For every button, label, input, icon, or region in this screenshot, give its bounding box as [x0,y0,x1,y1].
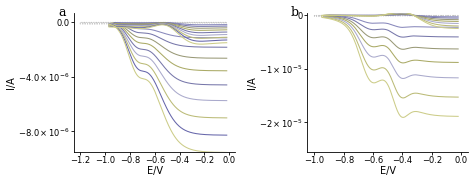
X-axis label: E/V: E/V [380,167,396,176]
Y-axis label: I/A: I/A [246,76,257,89]
Text: a: a [58,6,65,19]
Text: b: b [291,6,299,19]
X-axis label: E/V: E/V [147,167,163,176]
Y-axis label: I/A: I/A [6,76,16,89]
